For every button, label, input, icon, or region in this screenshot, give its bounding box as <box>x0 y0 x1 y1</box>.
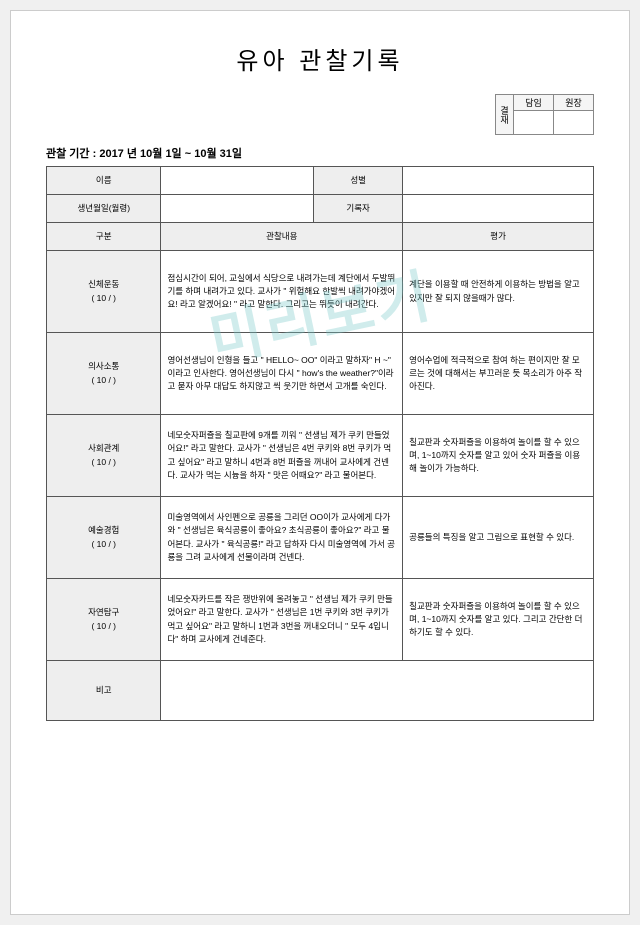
evaluation-cell: 공룡들의 특징을 알고 그림으로 표현할 수 있다. <box>403 497 594 579</box>
label-name: 이름 <box>47 167 161 195</box>
category-date: ( 10 / ) <box>53 620 154 633</box>
category-date: ( 10 / ) <box>53 538 154 551</box>
page-title: 유아 관찰기록 <box>46 41 594 76</box>
value-name <box>161 167 314 195</box>
evaluation-cell: 계단을 이용할 때 안전하게 이용하는 방법을 알고 있지만 잘 되지 않을때가… <box>403 251 594 333</box>
evaluation-cell: 칠교판과 숫자퍼즐을 이용하여 놀이를 할 수 있으며, 1~10까지 숫자를 … <box>403 415 594 497</box>
category-date: ( 10 / ) <box>53 456 154 469</box>
category-cell: 의사소통 ( 10 / ) <box>47 333 161 415</box>
period-label: 관찰 기간 : <box>46 148 96 160</box>
label-recorder: 기록자 <box>314 195 403 223</box>
evaluation-cell: 영어수업에 적극적으로 참여 하는 편이지만 잘 모르는 것에 대해서는 부끄러… <box>403 333 594 415</box>
header-category: 구분 <box>47 223 161 251</box>
category-name: 신체운동 <box>53 278 154 291</box>
category-cell: 사회관계 ( 10 / ) <box>47 415 161 497</box>
category-date: ( 10 / ) <box>53 292 154 305</box>
evaluation-cell: 칠교판과 숫자퍼즐을 이용하여 놀이를 할 수 있으며, 1~10까지 숫자를 … <box>403 579 594 661</box>
observation-cell: 점심시간이 되어, 교실에서 식당으로 내려가는데 계단에서 두발뛰기를 하며 … <box>161 251 403 333</box>
category-date: ( 10 / ) <box>53 374 154 387</box>
approval-sign-director <box>554 111 594 135</box>
category-name: 자연탐구 <box>53 606 154 619</box>
category-cell: 자연탐구 ( 10 / ) <box>47 579 161 661</box>
approval-label: 결재 <box>496 95 514 135</box>
category-name: 사회관계 <box>53 442 154 455</box>
value-gender <box>403 167 594 195</box>
observation-cell: 미술영역에서 사인펜으로 공룡을 그리던 OO이가 교사에게 다가와 " 선생님… <box>161 497 403 579</box>
value-birth <box>161 195 314 223</box>
value-recorder <box>403 195 594 223</box>
approval-sign-teacher <box>514 111 554 135</box>
header-observation: 관찰내용 <box>161 223 403 251</box>
period-value: 2017 년 10월 1일 ~ 10월 31일 <box>99 148 242 160</box>
document-page: 유아 관찰기록 결재 담임 원장 관찰 기간 : 2017 년 10월 1일 ~… <box>10 10 630 915</box>
approval-col-teacher: 담임 <box>514 95 554 111</box>
category-name: 예술경험 <box>53 524 154 537</box>
header-evaluation: 평가 <box>403 223 594 251</box>
label-birth: 생년월일(월령) <box>47 195 161 223</box>
observation-period: 관찰 기간 : 2017 년 10월 1일 ~ 10월 31일 <box>46 145 594 161</box>
observation-cell: 영어선생님이 인형을 들고 " HELLO~ OO" 이라고 말하자" H ~"… <box>161 333 403 415</box>
approval-col-director: 원장 <box>554 95 594 111</box>
remark-label: 비고 <box>47 661 161 721</box>
observation-table: 이름 성별 생년월일(월령) 기록자 구분 관찰내용 평가 신체운동 ( 10 … <box>46 166 594 721</box>
category-cell: 신체운동 ( 10 / ) <box>47 251 161 333</box>
remark-value <box>161 661 594 721</box>
category-cell: 예술경험 ( 10 / ) <box>47 497 161 579</box>
category-name: 의사소통 <box>53 360 154 373</box>
approval-stamp-box: 결재 담임 원장 <box>495 94 594 135</box>
observation-cell: 네모숫자카드를 작은 쟁반위에 올려놓고 " 선생님 제가 쿠키 만들었어요!"… <box>161 579 403 661</box>
label-gender: 성별 <box>314 167 403 195</box>
observation-cell: 네모숫자퍼즐을 칠교판에 9개를 끼워 " 선생님 제가 쿠키 만들었어요!" … <box>161 415 403 497</box>
